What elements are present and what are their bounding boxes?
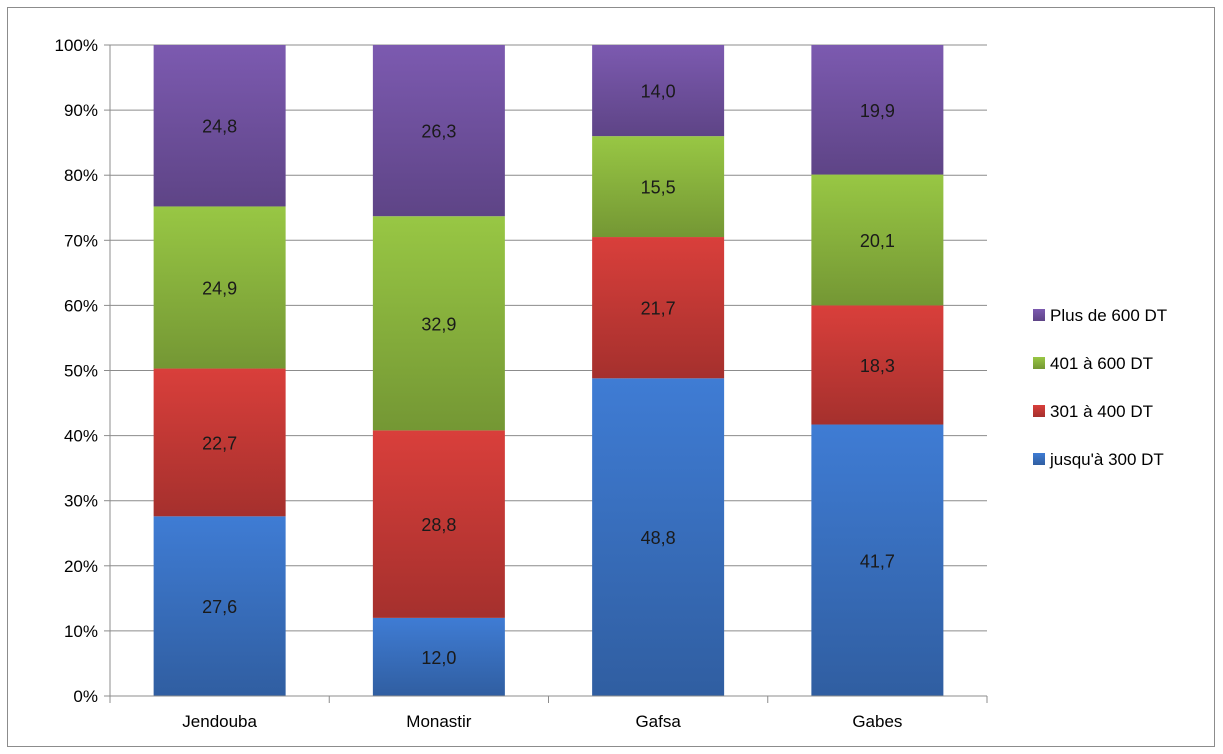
x-category-label: Gabes bbox=[852, 712, 902, 731]
legend-swatch bbox=[1033, 357, 1045, 369]
legend-swatch bbox=[1033, 453, 1045, 465]
data-label-jendouba-301-400-dt: 22,7 bbox=[202, 433, 237, 453]
legend-label: 301 à 400 DT bbox=[1050, 402, 1153, 421]
y-tick-label: 60% bbox=[64, 296, 98, 315]
data-label-jendouba-jusqu-300-dt: 27,6 bbox=[202, 597, 237, 617]
bar-gafsa-plus-de-600-dt bbox=[592, 45, 725, 137]
axes bbox=[104, 44, 988, 703]
bar-gafsa-401-600-dt bbox=[592, 136, 725, 238]
data-label-gabes-plus-de-600-dt: 19,9 bbox=[860, 101, 895, 121]
bar-gabes-plus-de-600-dt bbox=[811, 45, 944, 175]
legend-swatch bbox=[1033, 405, 1045, 417]
data-labels: 27,6 22,7 24,9 24,8 12,0 28,8 32,9 26,3 48,8 21,7… bbox=[202, 82, 895, 668]
data-label-gafsa-jusqu-300-dt: 48,8 bbox=[641, 528, 676, 548]
y-tick-label: 30% bbox=[64, 492, 98, 511]
bar-jendouba-301-400-dt bbox=[153, 368, 286, 517]
bar-monastir-301-400-dt bbox=[372, 430, 505, 618]
bar-jendouba-jusqu-300-dt bbox=[153, 516, 286, 696]
data-label-jendouba-401-600-dt: 24,9 bbox=[202, 278, 237, 298]
bar-monastir-401-600-dt bbox=[372, 216, 505, 431]
bar-gabes-jusqu-300-dt bbox=[811, 424, 944, 696]
y-tick-label: 40% bbox=[64, 427, 98, 446]
data-label-gafsa-401-600-dt: 15,5 bbox=[641, 178, 676, 198]
data-label-gabes-jusqu-300-dt: 41,7 bbox=[860, 551, 895, 571]
data-label-gabes-301-400-dt: 18,3 bbox=[860, 356, 895, 376]
bar-gabes-401-600-dt bbox=[811, 174, 944, 306]
legend-label: 401 à 600 DT bbox=[1050, 354, 1153, 373]
data-label-monastir-401-600-dt: 32,9 bbox=[421, 314, 456, 334]
legend-label: Plus de 600 DT bbox=[1050, 306, 1167, 325]
bars bbox=[153, 45, 944, 696]
data-label-gafsa-301-400-dt: 21,7 bbox=[641, 299, 676, 319]
y-axis-tick-labels: 0% 10% 20% 30% 40% 50% 60% 70% 80% 90% 100% bbox=[55, 36, 98, 706]
x-category-label: Jendouba bbox=[182, 712, 257, 731]
y-tick-label: 80% bbox=[64, 166, 98, 185]
y-tick-label: 50% bbox=[64, 362, 98, 381]
bar-monastir-plus-de-600-dt bbox=[372, 45, 505, 217]
legend: Plus de 600 DT 401 à 600 DT 301 à 400 DT ju… bbox=[1033, 306, 1167, 469]
x-category-label: Gafsa bbox=[635, 712, 681, 731]
x-axis-category-labels: Jendouba Monastir Gafsa Gabes bbox=[182, 712, 902, 731]
legend-swatch bbox=[1033, 309, 1045, 321]
x-category-label: Monastir bbox=[406, 712, 472, 731]
y-tick-label: 20% bbox=[64, 557, 98, 576]
bar-jendouba-plus-de-600-dt bbox=[153, 45, 286, 207]
data-label-gabes-401-600-dt: 20,1 bbox=[860, 231, 895, 251]
y-tick-label: 100% bbox=[55, 36, 98, 55]
bar-gabes-301-400-dt bbox=[811, 305, 944, 425]
y-tick-label: 10% bbox=[64, 622, 98, 641]
bar-jendouba-401-600-dt bbox=[153, 206, 286, 369]
data-label-monastir-301-400-dt: 28,8 bbox=[421, 515, 456, 535]
data-label-jendouba-plus-de-600-dt: 24,8 bbox=[202, 117, 237, 137]
legend-label: jusqu'à 300 DT bbox=[1049, 450, 1164, 469]
bar-gafsa-jusqu-300-dt bbox=[592, 378, 725, 696]
y-tick-label: 0% bbox=[73, 687, 98, 706]
y-tick-label: 90% bbox=[64, 101, 98, 120]
data-label-monastir-plus-de-600-dt: 26,3 bbox=[421, 122, 456, 142]
bar-monastir-jusqu-300-dt bbox=[372, 617, 505, 696]
y-tick-label: 70% bbox=[64, 231, 98, 250]
data-label-monastir-jusqu-300-dt: 12,0 bbox=[421, 648, 456, 668]
bar-gafsa-301-400-dt bbox=[592, 237, 725, 379]
data-label-gafsa-plus-de-600-dt: 14,0 bbox=[641, 82, 676, 102]
